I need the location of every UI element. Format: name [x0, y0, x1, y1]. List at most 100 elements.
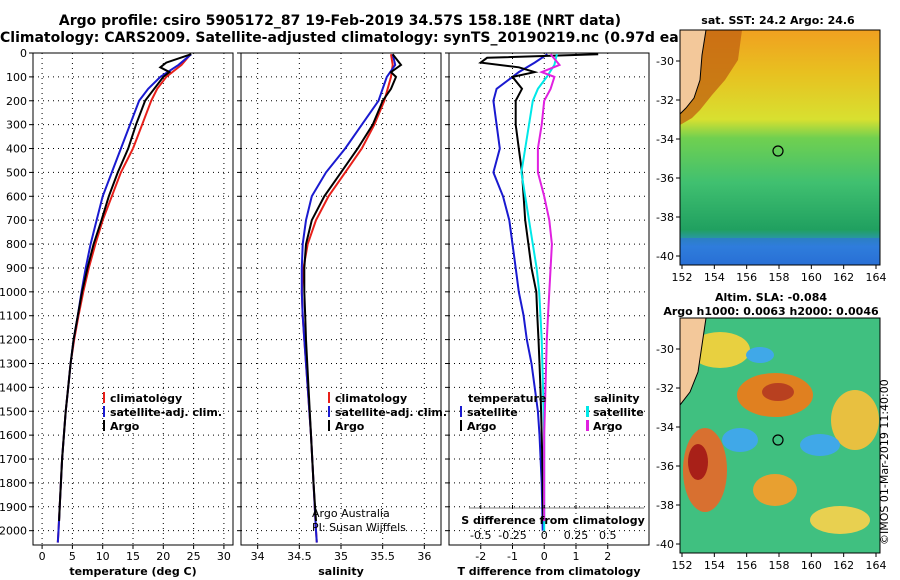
credit-line2: PI: Susan Wijffels: [312, 521, 406, 534]
sla-cold-eddy-a: [722, 428, 758, 452]
sla-eddy-a: [690, 332, 750, 368]
map-lon-label: 158: [769, 559, 790, 572]
sst-profile-marker: [772, 145, 784, 157]
sst-map-title: sat. SST: 24.2 Argo: 24.6: [701, 14, 855, 27]
x-tick-label: 35.5: [370, 550, 395, 563]
legend-argo-swatch: [328, 420, 330, 431]
map-lon-label: 160: [801, 271, 822, 284]
map-lon-label: 152: [672, 271, 693, 284]
sla-cold-eddy-c: [746, 347, 774, 363]
y-tick-label: 600: [6, 190, 27, 203]
temperature-legend: climatology satellite-adj. clim. Argo: [103, 392, 222, 433]
y-tick-label: 1400: [0, 381, 27, 394]
y-tick-label: 1800: [0, 477, 27, 490]
legend-climatology-swatch: [328, 392, 330, 403]
map-lat-label: -40: [656, 250, 674, 263]
sla-warm-eddy-core: [762, 383, 794, 401]
salinity-xlabel: salinity: [318, 565, 364, 578]
map-lon-label: 164: [866, 271, 887, 284]
y-tick-label: 1700: [0, 453, 27, 466]
y-tick-label: 100: [6, 71, 27, 84]
sla-profile-marker: [772, 434, 784, 446]
x-tick-label: -1: [507, 550, 518, 563]
salinity-panel: 34 34.5 35 35.5 36 salinity: [237, 52, 442, 578]
legend-sal-argo-swatch: [586, 420, 589, 431]
legend-argo-label: Argo: [110, 420, 140, 433]
y-tick-label: 1600: [0, 429, 27, 442]
sst-map-frame: [679, 29, 881, 266]
sla-eddy-d: [753, 474, 797, 506]
temperature-panel: 0 5 10 15 20 25 30 temperature (deg C) 0 100 200 30…: [0, 47, 234, 578]
series-climatology: [56, 53, 192, 543]
x-tick-label: 34: [251, 550, 265, 563]
sla-map-title-line1: Altim. SLA: -0.084: [715, 291, 827, 304]
y-tick-label: 1000: [0, 286, 27, 299]
map-lat-label: -38: [656, 499, 674, 512]
sla-map: [680, 318, 880, 553]
legend-sal-satellite-swatch: [586, 406, 589, 417]
x-tick-label: 0: [39, 550, 46, 563]
salinity-legend: climatology satellite-adj. clim. Argo: [328, 392, 447, 433]
map-lon-label: 154: [704, 559, 725, 572]
map-lon-label: 156: [736, 559, 757, 572]
series-satellite-adj-clim-: [56, 53, 192, 543]
sla-map-frame: [679, 317, 881, 554]
map-lat-label: -32: [656, 382, 674, 395]
map-lat-label: -36: [656, 460, 674, 473]
differences-xlabel: T difference from climatology: [457, 565, 640, 578]
map-lat-label: -30: [656, 55, 674, 68]
map-lon-label: 162: [833, 271, 854, 284]
legend-satellite-swatch: [103, 406, 105, 417]
x-tick-label: 1: [572, 550, 579, 563]
copyright-stamp: ©IMOS 01-Mar-2019 11:40:00: [878, 379, 891, 545]
legend-sal-argo-label: Argo: [593, 420, 623, 433]
series-argo: [58, 53, 192, 522]
legend-temp-satellite-swatch: [460, 406, 462, 417]
legend-satellite-label: satellite-adj. clim.: [110, 406, 222, 419]
x-tick-label: 2: [604, 550, 611, 563]
sla-eddy-b: [831, 390, 879, 450]
map-lat-label: -34: [656, 133, 674, 146]
x-tick-label: 15: [126, 550, 140, 563]
sla-map-title-line2: Argo h1000: 0.0063 h2000: 0.0046: [663, 305, 879, 318]
map-lon-label: 154: [704, 271, 725, 284]
y-tick-label: 200: [6, 95, 27, 108]
series-salinity-argo: [536, 53, 562, 522]
series-satellite-adj-clim-: [300, 53, 397, 543]
legend-argo-label: Argo: [335, 420, 365, 433]
differences-frame: [448, 52, 650, 546]
sst-map: [680, 30, 880, 265]
sla-eddy-c-core: [688, 444, 708, 480]
s-diff-tick-label: 0.25: [564, 529, 589, 542]
legend-climatology-label: climatology: [110, 392, 182, 405]
legend-climatology-label: climatology: [335, 392, 407, 405]
sst-land: [680, 30, 707, 115]
y-tick-label: 400: [6, 143, 27, 156]
y-tick-label: 1500: [0, 405, 27, 418]
y-tick-label: 1200: [0, 334, 27, 347]
x-tick-label: 5: [69, 550, 76, 563]
y-tick-label: 300: [6, 119, 27, 132]
legend-salinity-heading: salinity: [594, 392, 640, 405]
sst-cold-band: [680, 238, 880, 265]
legend-temp-argo-label: Argo: [467, 420, 497, 433]
series-temperature-satellite: [492, 53, 548, 531]
x-tick-label: 20: [156, 550, 170, 563]
legend-sal-satellite-label: satellite: [593, 406, 644, 419]
sla-land: [680, 318, 707, 406]
map-lat-label: -38: [656, 211, 674, 224]
map-lon-label: 164: [866, 559, 887, 572]
map-lat-label: -36: [656, 172, 674, 185]
legend-temp-argo-swatch: [460, 420, 462, 431]
y-tick-label: 0: [20, 47, 27, 60]
legend-climatology-swatch: [103, 392, 105, 403]
legend-temp-satellite-label: satellite: [467, 406, 518, 419]
y-tick-label: 1100: [0, 310, 27, 323]
s-diff-tick-label: -0.25: [498, 529, 526, 542]
legend-argo-swatch: [103, 420, 105, 431]
x-tick-label: 10: [96, 550, 110, 563]
s-diff-tick-label: 0.5: [599, 529, 617, 542]
x-tick-label: 0: [541, 550, 548, 563]
chart-title-line2: Climatology: CARS2009. Satellite-adjuste…: [0, 30, 718, 46]
y-tick-label: 1900: [0, 501, 27, 514]
